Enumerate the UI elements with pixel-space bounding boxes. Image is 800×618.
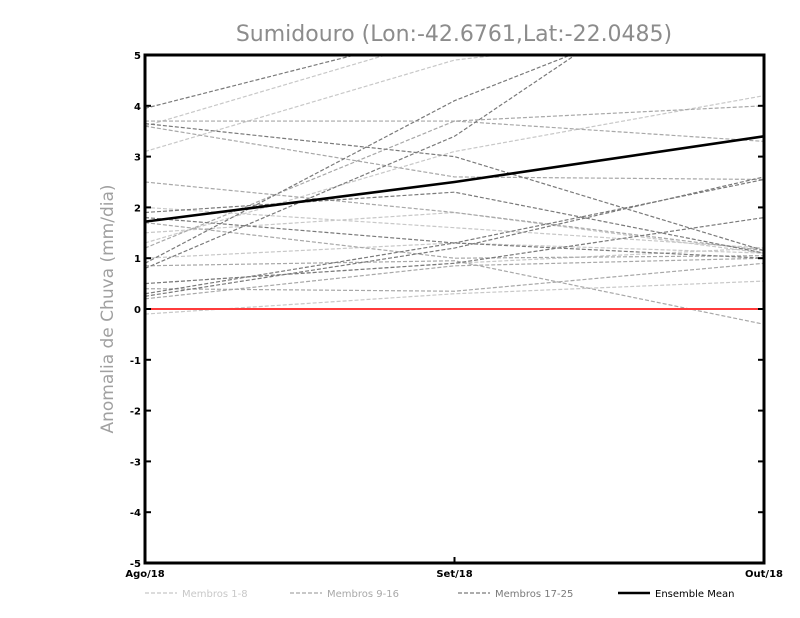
y-tick-label: -3 [130, 457, 141, 468]
series-layer [145, 55, 764, 325]
x-tick-label: Ago/18 [125, 569, 164, 580]
series-line-member-19 [145, 191, 764, 254]
legend-label: Membros 1-8 [182, 589, 248, 600]
chart-title: Sumidouro (Lon:-42.6761,Lat:-22.0485) [236, 22, 672, 47]
series-line-member-13 [145, 257, 764, 300]
y-tick-label: -2 [130, 407, 141, 418]
y-tick-label: 1 [134, 254, 141, 265]
ensemble-mean-layer [145, 134, 764, 223]
series-line-member-3 [145, 95, 764, 244]
series-line-member-14 [145, 260, 764, 325]
legend-label: Ensemble Mean [655, 589, 734, 600]
series-line-member-18 [145, 122, 764, 252]
series-line-member-21 [145, 178, 764, 295]
x-tick-label: Set/18 [436, 569, 472, 580]
y-tick-label: -4 [130, 508, 141, 519]
series-line-member-6 [145, 280, 764, 315]
series-line-member-12 [145, 222, 764, 259]
y-axis-label: Anomalia de Chuva (mm/dia) [98, 184, 118, 433]
legend-label: Membros 17-25 [495, 589, 573, 600]
series-line-member-8 [145, 206, 764, 249]
series-line-member-25 [145, 176, 764, 297]
legend: Membros 1-8 Membros 9-16 Membros 17-25 Ense… [145, 589, 734, 600]
series-line-member-24 [145, 55, 577, 269]
series-line-member-9 [145, 105, 764, 122]
ensemble-mean-line [145, 134, 764, 223]
y-tick-label: 4 [134, 102, 141, 113]
series-line-member-10 [145, 125, 764, 181]
y-axis-ticks: -5 -4 -3 -2 -1 0 1 2 3 4 5 [130, 51, 764, 570]
y-tick-label: 0 [134, 305, 141, 316]
y-tick-label: -1 [130, 356, 141, 367]
y-tick-label: 3 [134, 153, 141, 164]
y-tick-label: 2 [134, 203, 141, 214]
series-line-member-22 [145, 216, 764, 285]
legend-label: Membros 9-16 [327, 589, 399, 600]
y-tick-label: 5 [134, 51, 141, 62]
x-tick-label: Out/18 [745, 569, 783, 580]
series-line-member-16 [145, 120, 764, 249]
series-line-member-15 [145, 262, 764, 292]
series-line-member-23 [145, 216, 764, 259]
x-axis-ticks: Ago/18 Set/18 Out/18 [125, 557, 783, 580]
series-line-member-11 [145, 181, 764, 252]
y-tick-label: -5 [130, 559, 141, 570]
